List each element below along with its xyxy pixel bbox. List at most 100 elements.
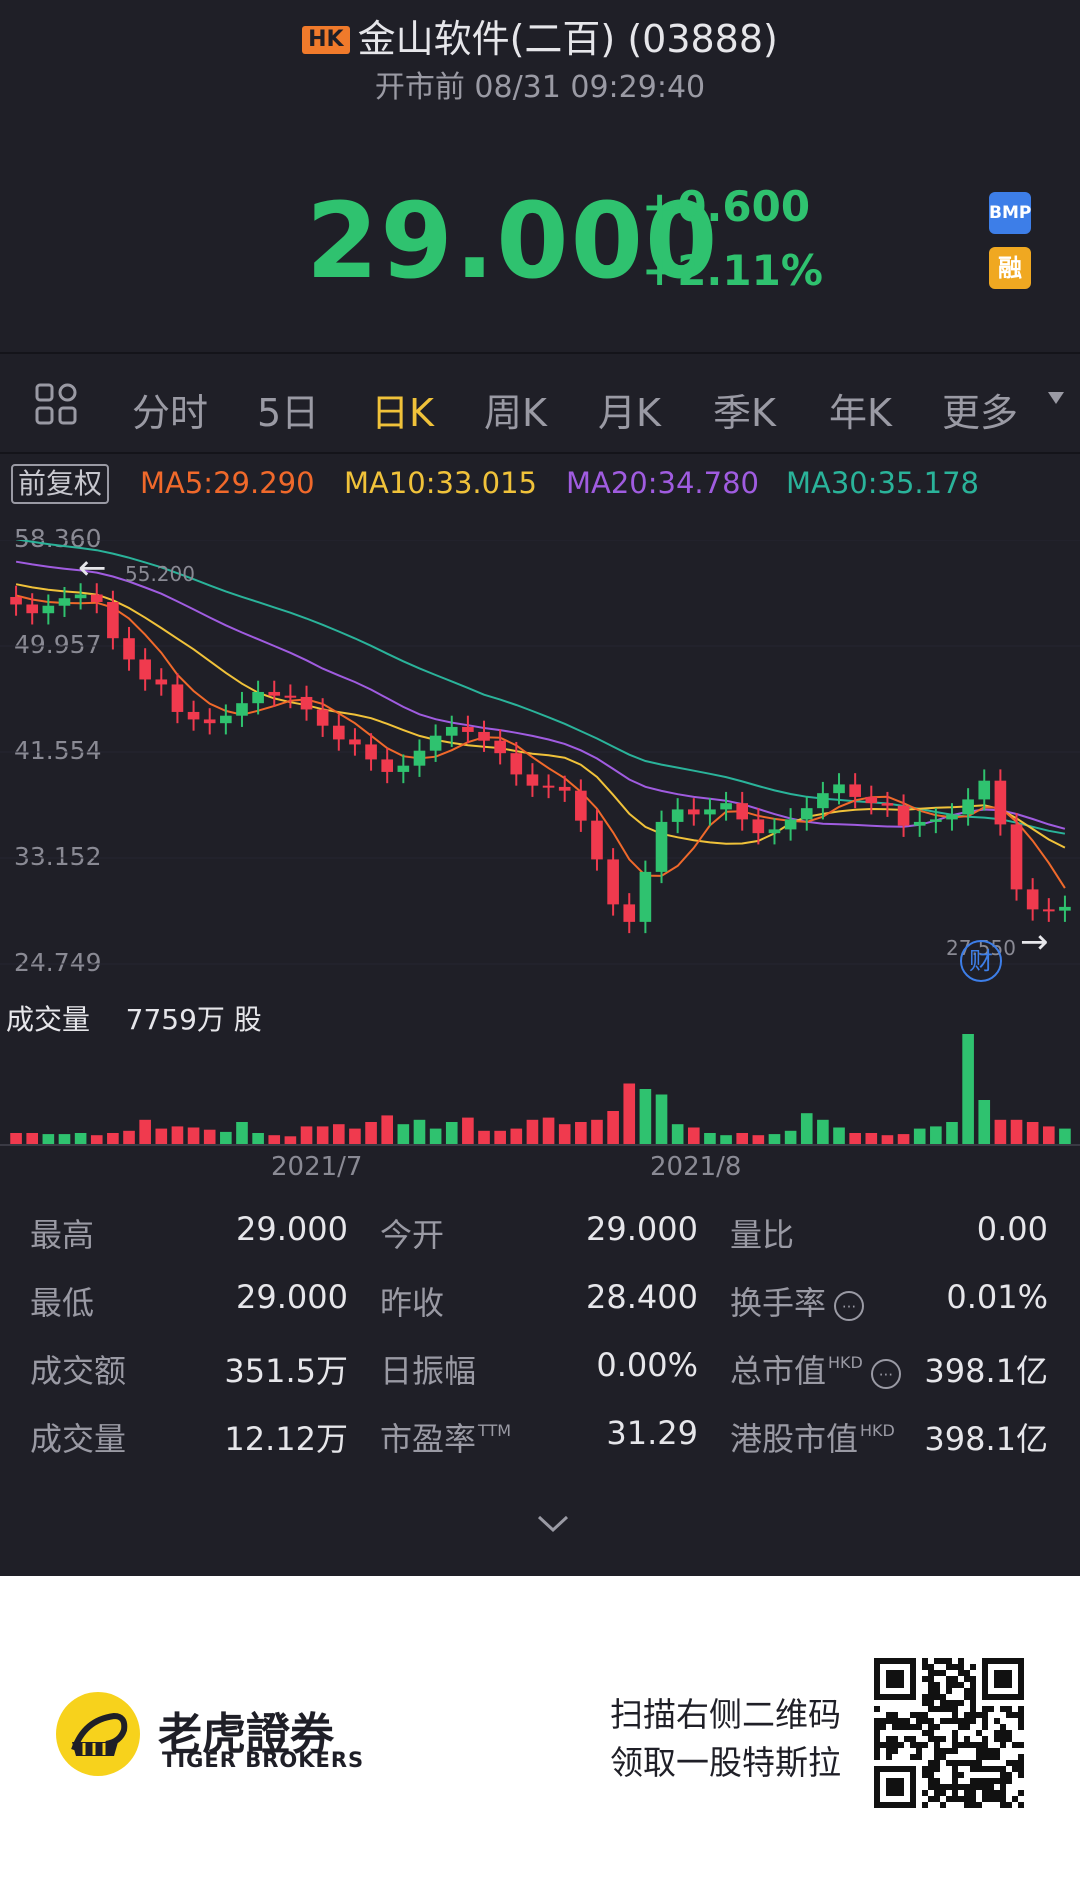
qr-module (946, 1700, 952, 1706)
volume-bar (42, 1134, 55, 1144)
qr-module (952, 1706, 958, 1712)
stat-label-text: 昨收 (380, 1284, 445, 1322)
volume-bar (704, 1133, 716, 1144)
candle-body (978, 780, 991, 800)
stat-value: 29.000 (236, 1210, 348, 1248)
qr-module (952, 1784, 958, 1790)
stock-name: 金山软件(二百) (03888) (357, 17, 778, 61)
qr-module (958, 1658, 964, 1664)
more-info-icon[interactable]: ··· (834, 1291, 865, 1321)
more-info-icon[interactable]: ··· (870, 1359, 901, 1389)
qr-module (928, 1772, 934, 1778)
market-badge: HK (302, 26, 350, 54)
qr-module (970, 1778, 976, 1784)
volume-bar (591, 1119, 603, 1144)
stat-label[interactable]: 换手率 ··· (730, 1278, 865, 1324)
candle-body (639, 871, 652, 922)
earnings-icon[interactable]: 财 (960, 940, 1002, 982)
candlestick-chart[interactable] (0, 540, 1080, 980)
qr-module (964, 1694, 970, 1700)
qr-module (1000, 1736, 1006, 1742)
candle-body (1010, 824, 1023, 890)
qr-module (982, 1742, 988, 1748)
qr-module (940, 1700, 946, 1706)
volume-bar (107, 1133, 119, 1144)
candle-body (494, 740, 506, 754)
qr-module (1006, 1712, 1012, 1718)
qr-module (1006, 1736, 1012, 1742)
candle-body (687, 809, 700, 815)
qr-module (934, 1694, 940, 1700)
candle-body (623, 904, 636, 922)
qr-module (964, 1724, 970, 1730)
candle-body (655, 821, 668, 872)
qr-module (970, 1760, 976, 1766)
qr-module (904, 1724, 910, 1730)
margin-badge[interactable]: 融 (989, 247, 1031, 289)
volume-bar (720, 1135, 732, 1144)
qr-module (910, 1742, 916, 1748)
qr-module (964, 1670, 970, 1676)
candle-body (155, 679, 168, 685)
qr-module (988, 1754, 994, 1760)
volume-bar (800, 1113, 813, 1144)
candle-body (10, 596, 22, 605)
candle-body (252, 691, 264, 704)
stat-label-text: 最高 (30, 1216, 95, 1254)
adjust-toggle[interactable]: 前复权 (11, 464, 110, 504)
volume-bar (10, 1133, 22, 1144)
tab-yearly-k[interactable]: 年K (829, 391, 892, 435)
stat-label[interactable]: 总市值 HKD ··· (730, 1346, 901, 1392)
volume-axis (0, 1144, 1080, 1146)
qr-module (874, 1754, 880, 1760)
volume-bar (462, 1117, 474, 1144)
volume-bar (671, 1124, 684, 1144)
volume-bar (930, 1126, 942, 1144)
tab-intraday[interactable]: 分时 (132, 391, 209, 435)
qr-module (958, 1796, 964, 1802)
qr-module (1000, 1796, 1006, 1802)
qr-module (928, 1700, 934, 1706)
tab-daily-k[interactable]: 日K (371, 391, 434, 435)
tab-5day[interactable]: 5日 (257, 391, 320, 435)
qr-module (916, 1754, 922, 1760)
tab-monthly-k[interactable]: 月K (598, 391, 661, 435)
qr-module (928, 1682, 934, 1688)
volume-bar (332, 1124, 345, 1144)
qr-module (1012, 1760, 1018, 1766)
stat-value: 398.1亿 (924, 1352, 1048, 1390)
grid-icon[interactable] (34, 382, 78, 426)
qr-module (1018, 1718, 1024, 1724)
qr-module (1000, 1772, 1006, 1778)
candle-body (946, 814, 958, 820)
qr-module (970, 1796, 976, 1802)
tab-quarterly-k[interactable]: 季K (713, 391, 776, 435)
qr-module (946, 1682, 952, 1688)
stat-value: 351.5万 (224, 1352, 348, 1390)
qr-module (1018, 1712, 1024, 1718)
qr-module (988, 1748, 994, 1754)
tab-weekly-k[interactable]: 周K (484, 391, 547, 435)
volume-bar (478, 1130, 490, 1144)
qr-module (940, 1718, 946, 1724)
chevron-down-icon[interactable] (536, 1514, 570, 1534)
stat-label: 港股市值 HKD (730, 1414, 895, 1460)
volume-bar (445, 1122, 458, 1144)
qr-module (1018, 1724, 1024, 1730)
stock-title: HK 金山软件(二百) (03888) (0, 8, 1080, 63)
bmp-badge[interactable]: BMP (989, 192, 1031, 234)
volume-bar (429, 1128, 442, 1144)
candle-body (768, 829, 781, 834)
qr-module (964, 1688, 970, 1694)
qr-module (958, 1682, 964, 1688)
qr-module (940, 1784, 946, 1790)
volume-bar (90, 1135, 103, 1144)
qr-module (982, 1706, 988, 1712)
candle-body (284, 695, 297, 698)
tab-more[interactable]: 更多 (942, 391, 1019, 435)
volume-bar (510, 1128, 523, 1144)
candle-body (397, 765, 410, 772)
dropdown-arrow-icon[interactable] (1048, 392, 1064, 404)
qr-module (922, 1700, 928, 1706)
qr-module (946, 1748, 952, 1754)
